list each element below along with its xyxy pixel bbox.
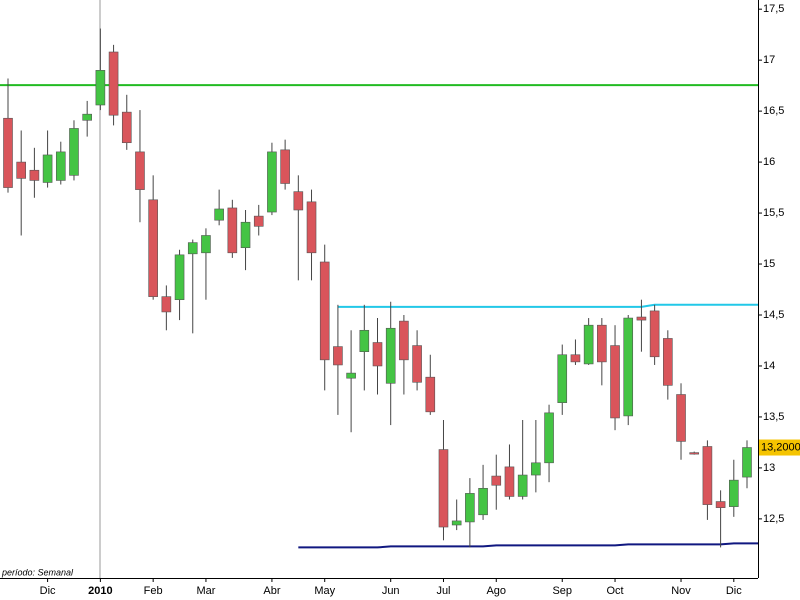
candle-body — [3, 117, 13, 188]
candle-body — [451, 520, 462, 526]
candle-body — [715, 501, 726, 508]
x-tick-label: Sep — [552, 585, 572, 597]
candle-body — [517, 474, 528, 497]
candle-body — [42, 154, 53, 183]
candle-body — [214, 208, 224, 221]
candle-body — [676, 394, 686, 442]
x-tick-label: Oct — [606, 585, 623, 597]
candle-body — [319, 261, 330, 361]
candle-body — [372, 342, 383, 367]
candle-body — [161, 296, 172, 313]
candle-body — [95, 70, 106, 106]
last-price-box — [759, 439, 800, 456]
candle-body — [306, 201, 317, 254]
candle-body — [346, 372, 356, 379]
candle-body — [623, 317, 634, 417]
candle-body — [385, 327, 396, 384]
y-tick-label: 14,5 — [763, 309, 784, 321]
candle-body — [121, 111, 132, 144]
last-price-label: 13,2000 — [761, 441, 800, 453]
candle-body — [597, 324, 607, 363]
x-tick-label: Nov — [671, 585, 691, 597]
y-tick-label: 17 — [763, 54, 775, 66]
candle-body — [227, 207, 238, 254]
candle-body — [174, 254, 185, 301]
candle-body — [333, 346, 343, 366]
y-tick-label: 12,5 — [763, 513, 784, 525]
x-tick-label: Ago — [486, 585, 506, 597]
candle-body — [240, 221, 251, 249]
y-tick-label: 14 — [763, 360, 775, 372]
y-tick-label: 15 — [763, 258, 775, 270]
candle-body — [570, 354, 581, 363]
candle-body — [544, 412, 554, 464]
candle-body — [478, 487, 488, 516]
candle-body — [187, 242, 198, 255]
y-tick-label: 13,5 — [763, 411, 784, 423]
candle-body — [649, 310, 660, 358]
candle-body — [108, 51, 119, 116]
candle-body — [359, 329, 370, 352]
candle-body — [148, 199, 158, 297]
candle-body — [201, 235, 211, 254]
x-tick-label: Mar — [196, 585, 215, 597]
candle-body — [29, 169, 40, 181]
candle-body — [253, 215, 264, 227]
x-tick-label: Feb — [144, 585, 163, 597]
candle-body — [689, 452, 700, 455]
candle-body — [280, 149, 290, 184]
candle-body — [69, 128, 79, 176]
y-tick-label: 13 — [763, 462, 775, 474]
candle-body — [531, 462, 541, 476]
x-tick-label: 2010 — [88, 585, 112, 597]
candle-body — [663, 338, 673, 386]
candle-body — [16, 161, 26, 179]
candle-body — [610, 345, 620, 419]
candle-body — [55, 151, 66, 181]
candle-body — [491, 475, 502, 486]
candle-body — [729, 479, 739, 507]
candle-body — [504, 466, 515, 497]
x-tick-label: Dic — [40, 585, 56, 597]
candle-body — [438, 449, 449, 528]
x-tick-label: Abr — [263, 585, 280, 597]
x-tick-label: Jun — [382, 585, 400, 597]
candle-body — [742, 447, 752, 478]
candle-body — [412, 345, 422, 383]
reference-line — [337, 303, 758, 308]
candle-body — [399, 320, 409, 361]
candle-body — [636, 316, 647, 321]
x-tick-label: Jul — [436, 585, 450, 597]
candle-body — [557, 354, 568, 403]
candle-body — [425, 376, 436, 413]
candle-body — [583, 324, 594, 365]
candle-body — [267, 151, 277, 213]
y-tick-label: 16,5 — [763, 105, 784, 117]
candle-body — [465, 493, 475, 523]
candle-body — [702, 446, 713, 505]
reference-line — [298, 542, 758, 549]
x-tick-label: Dic — [726, 585, 742, 597]
y-tick-label: 15,5 — [763, 207, 784, 219]
candle-body — [135, 151, 145, 190]
y-tick-label: 16 — [763, 156, 775, 168]
candle-body — [293, 191, 304, 211]
x-tick-label: May — [314, 585, 335, 597]
period-label: período: Semanal — [1, 567, 74, 577]
candle-body — [82, 113, 92, 121]
y-tick-label: 17,5 — [763, 3, 784, 15]
